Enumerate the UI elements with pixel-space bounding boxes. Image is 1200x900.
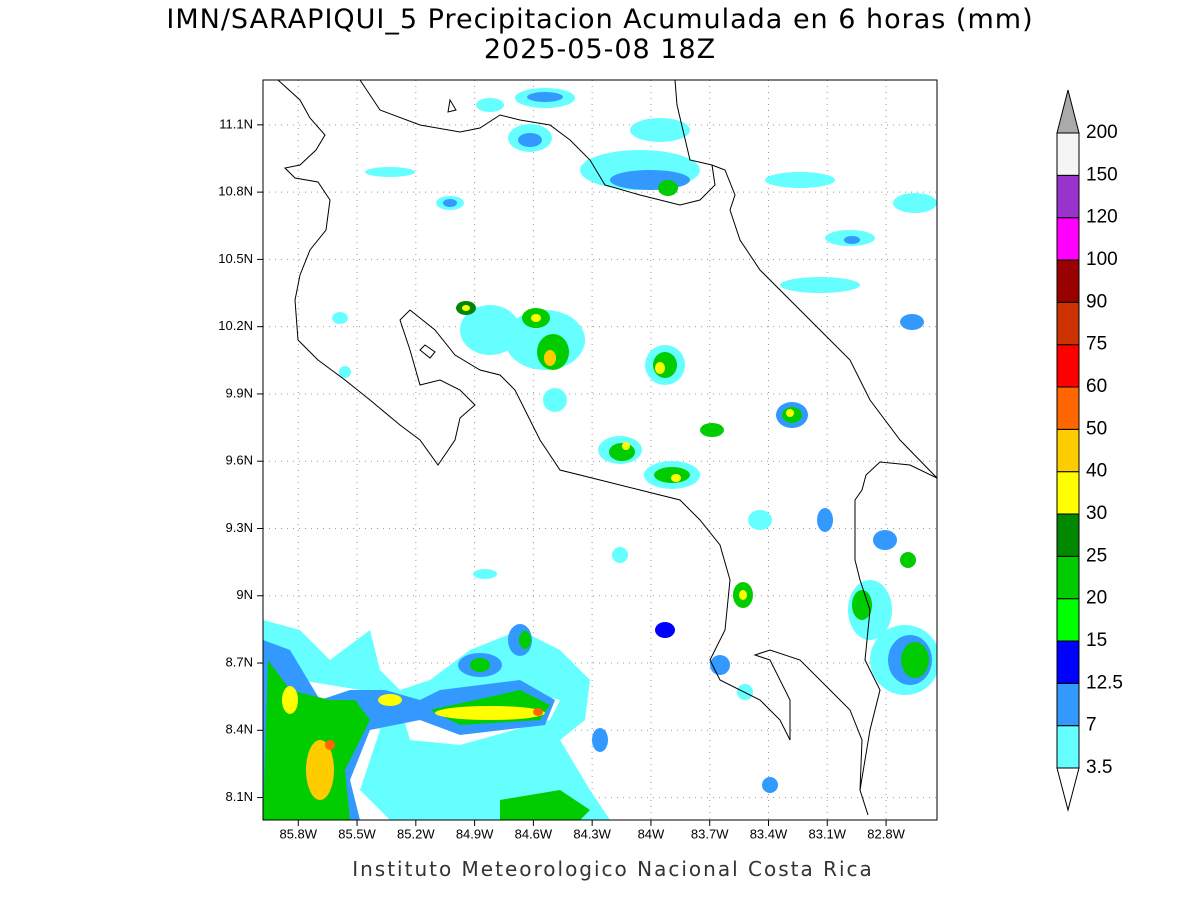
- map-frame: [262, 79, 938, 821]
- colorbar-box: [1056, 725, 1080, 769]
- colorbar-box: [1056, 471, 1080, 515]
- precip-core: [533, 708, 543, 716]
- colorbar-label: 120: [1086, 207, 1118, 228]
- colorbar-label: 100: [1086, 249, 1118, 270]
- colorbar-box: [1056, 428, 1080, 473]
- colorbar-label: 40: [1086, 461, 1107, 482]
- colorbar-label: 150: [1086, 164, 1118, 185]
- colorbar-label: 30: [1086, 503, 1107, 524]
- colorbar-label: 60: [1086, 376, 1107, 397]
- colorbar-label: 200: [1086, 122, 1118, 143]
- precip-core: [435, 706, 545, 720]
- colorbar-box: [1056, 640, 1080, 684]
- x-tick-label: 84.3W: [573, 826, 611, 841]
- x-tick-label: 85.2W: [397, 826, 435, 841]
- colorbar-label: 50: [1086, 418, 1107, 439]
- x-tick-label: 85.5W: [338, 826, 376, 841]
- y-tick-label: 8.1N: [226, 789, 253, 804]
- x-tick-label: 83.4W: [750, 826, 788, 841]
- y-tick-label: 9.9N: [226, 385, 253, 400]
- precip-area: [263, 660, 590, 820]
- precip-core: [325, 740, 335, 750]
- colorbar-label: 12.5: [1086, 672, 1123, 693]
- x-tick-label: 84W: [638, 826, 665, 841]
- y-tick-label: 9.6N: [226, 453, 253, 468]
- colorbar-box: [1056, 598, 1080, 642]
- coastline: [277, 80, 937, 816]
- y-tick-label: 10.2N: [218, 318, 253, 333]
- colorbar-label: 20: [1086, 588, 1107, 609]
- y-tick-label: 9N: [236, 587, 253, 602]
- footer: Instituto Meteorologico Nacional Costa R…: [352, 857, 874, 881]
- x-tick-label: 83.1W: [808, 826, 846, 841]
- colorbar-label: 3.5: [1086, 757, 1112, 778]
- precip-core: [282, 686, 298, 714]
- precip-field: [263, 80, 937, 820]
- colorbar-box: [1056, 301, 1080, 346]
- colorbar-label: 90: [1086, 291, 1107, 312]
- x-tick-label: 84.9W: [456, 826, 494, 841]
- precip-cells: [332, 88, 937, 806]
- colorbar-box: [1056, 174, 1080, 219]
- colorbar-box: [1056, 344, 1080, 388]
- colorbar-box: [1056, 513, 1080, 557]
- colorbar-box: [1056, 555, 1080, 600]
- y-tick-label: 9.3N: [226, 520, 253, 535]
- colorbar-under: [1056, 767, 1080, 812]
- colorbar-box: [1056, 259, 1080, 303]
- x-tick-label: 82.8W: [867, 826, 905, 841]
- colorbar-label: 75: [1086, 334, 1107, 355]
- colorbar-label: 7: [1086, 715, 1097, 736]
- y-tick-label: 11.1N: [219, 116, 253, 131]
- y-tick-label: 8.4N: [226, 722, 253, 737]
- colorbar-box: [1056, 217, 1080, 261]
- x-tick-label: 83.7W: [691, 826, 729, 841]
- colorbar-box: [1056, 132, 1080, 176]
- x-tick-label: 85.8W: [279, 826, 317, 841]
- colorbar-label: 25: [1086, 545, 1107, 566]
- colorbar-label: 15: [1086, 630, 1107, 651]
- colorbar-box: [1056, 682, 1080, 727]
- colorbar-over: [1056, 89, 1080, 134]
- precip-core: [306, 740, 334, 800]
- colorbar: 3.5 7 12.5 15 20 25 30 40 50 60 75 90 100 120 150 200: [1056, 89, 1123, 812]
- title: IMN/SARAPIQUI_5 Precipitacion Acumulada …: [166, 4, 1033, 35]
- precip-core: [378, 694, 402, 706]
- y-tick-label: 8.7N: [226, 654, 253, 669]
- y-tick-label: 10.8N: [218, 184, 253, 199]
- x-tick-label: 84.6W: [515, 826, 553, 841]
- axes: 85.8W 85.5W 85.2W 84.9W 84.6W 84.3W 84W 83.7W 83…: [218, 116, 905, 841]
- subtitle: 2025-05-08 18Z: [484, 34, 716, 65]
- colorbar-box: [1056, 386, 1080, 430]
- y-tick-label: 10.5N: [218, 251, 253, 266]
